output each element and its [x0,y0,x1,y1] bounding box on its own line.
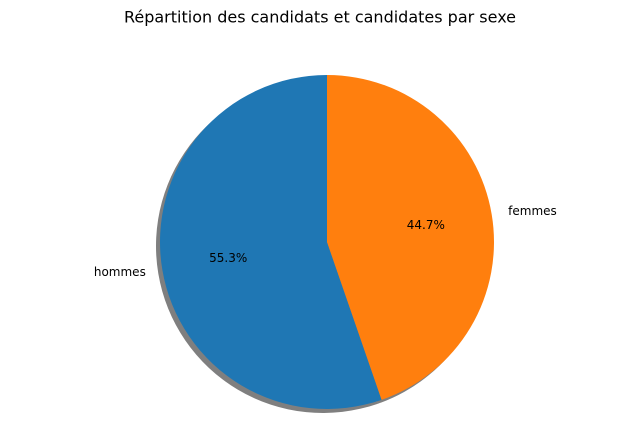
chart-title: Répartition des candidats et candidates … [124,8,516,27]
value-label: 44.7% [407,218,445,232]
pie-slice [327,75,495,400]
slice-label: hommes [94,265,146,279]
slice-label: femmes [508,204,557,218]
value-label: 55.3% [209,251,247,265]
pie-slice [160,75,382,409]
